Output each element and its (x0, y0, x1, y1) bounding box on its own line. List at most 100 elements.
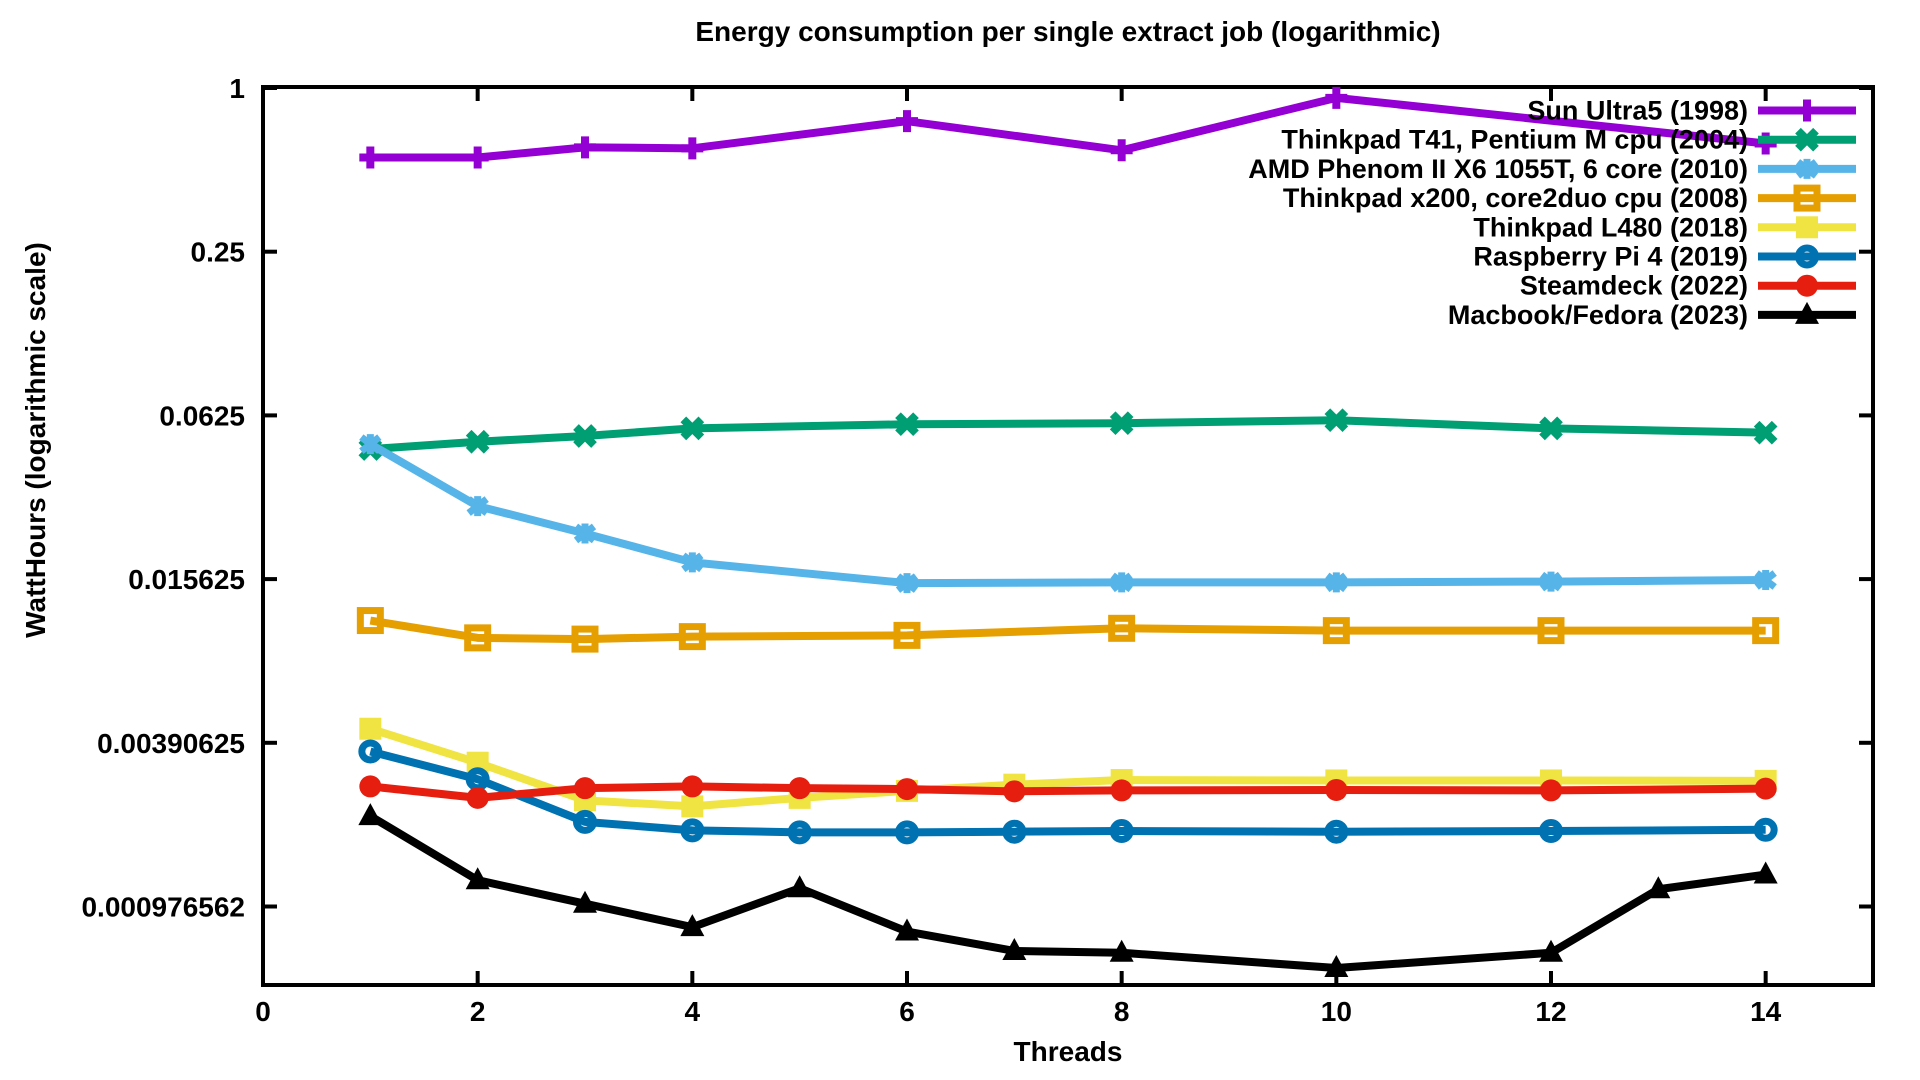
series-6-marker (896, 778, 918, 801)
series-5-marker (680, 818, 705, 843)
series-1-marker (465, 429, 490, 454)
series-5-marker (358, 739, 383, 764)
series-7-marker (465, 867, 490, 890)
series-6-marker (1540, 779, 1562, 802)
series-line-2 (368, 440, 1766, 588)
series-4-marker (466, 751, 489, 774)
series-1-marker (895, 412, 919, 437)
x-tick-label: 6 (899, 996, 915, 1027)
series-2-marker (466, 496, 489, 517)
series-line-3 (369, 616, 1766, 644)
series-5-marker (1753, 817, 1778, 842)
y-tick-label: 0.000976562 (81, 892, 245, 923)
series-3-marker (571, 625, 599, 653)
x-tick-label: 14 (1750, 996, 1782, 1027)
series-legend-1-marker (1795, 127, 1819, 152)
series-2-marker (681, 552, 704, 573)
series-0-marker (1110, 139, 1133, 162)
series-6-marker (1110, 779, 1133, 802)
y-tick-label: 0.00390625 (97, 728, 245, 759)
x-tick-label: 4 (685, 996, 701, 1027)
legend-label-2: AMD Phenom II X6 1055T, 6 core (2010) (1248, 154, 1748, 184)
series-legend-2-marker (1795, 158, 1819, 179)
series-0-marker (896, 110, 918, 133)
series-legend-7-marker (1795, 301, 1819, 324)
series-3-marker (464, 624, 492, 652)
x-axis-label: Threads (1013, 1036, 1123, 1067)
series-2-marker (1539, 571, 1563, 592)
series-3-marker (1537, 617, 1565, 645)
series-2-marker (573, 523, 597, 544)
series-5-marker (1002, 819, 1027, 844)
x-tick-label: 10 (1321, 996, 1352, 1027)
series-legend-5-marker (1795, 244, 1819, 269)
series-5-marker (1109, 819, 1134, 844)
series-5-marker (895, 820, 919, 845)
series-legend-4-marker (1796, 216, 1818, 239)
legend-label-6: Steamdeck (2022) (1520, 271, 1748, 301)
series-3-marker (678, 623, 706, 651)
plot-border (261, 85, 1875, 987)
series-3-marker (356, 607, 384, 635)
series-1-marker (1109, 411, 1134, 436)
series-1-marker (1753, 420, 1778, 445)
x-tick-label: 12 (1535, 996, 1566, 1027)
series-1-marker (1539, 416, 1563, 441)
series-7-marker (1324, 955, 1349, 978)
series-6-marker (1754, 777, 1777, 800)
legend-label-5: Raspberry Pi 4 (2019) (1473, 242, 1748, 272)
x-tick-label: 0 (255, 996, 271, 1027)
series-5-marker (573, 809, 597, 834)
series-7-marker (358, 803, 383, 826)
series-legend-0-marker (1796, 99, 1818, 122)
legend-label-3: Thinkpad x200, core2duo cpu (2008) (1283, 183, 1748, 213)
series-7-marker (1002, 937, 1027, 960)
series-7-marker (573, 890, 597, 913)
series-2-marker (359, 434, 382, 455)
series-7-marker (787, 875, 812, 898)
series-3-marker (1108, 614, 1136, 642)
series-line-5 (369, 747, 1766, 837)
series-1-marker (680, 416, 705, 441)
legend-label-4: Thinkpad L480 (2018) (1473, 212, 1748, 242)
y-tick-label: 0.25 (191, 237, 246, 268)
series-5-marker (787, 820, 812, 845)
series-legend-6-marker (1796, 274, 1818, 297)
x-tick-label: 2 (470, 996, 486, 1027)
series-7-marker (1753, 861, 1778, 884)
y-axis-label: WattHours (logarithmic scale) (20, 242, 51, 638)
series-3-marker (1322, 617, 1350, 645)
series-6-marker (574, 777, 596, 800)
series-7-marker (1539, 939, 1563, 962)
y-tick-label: 1 (229, 73, 245, 104)
series-line-0 (370, 93, 1767, 162)
series-0-marker (681, 137, 704, 160)
legend-label-1: Thinkpad T41, Pentium M cpu (2004) (1281, 125, 1748, 155)
series-line-7 (368, 812, 1767, 973)
series-6-marker (1325, 778, 1348, 801)
series-legend-3-marker (1793, 184, 1821, 212)
series-2-marker (1325, 572, 1348, 593)
series-6-marker (788, 777, 811, 800)
series-6-marker (681, 775, 704, 798)
y-tick-label: 0.015625 (128, 564, 245, 595)
series-2-marker (1110, 572, 1133, 593)
legend-label-0: Sun Ultra5 (1998) (1527, 96, 1748, 126)
series-3-marker (1752, 617, 1780, 645)
y-tick-label: 0.0625 (159, 400, 245, 431)
legend-label-7: Macbook/Fedora (2023) (1448, 300, 1748, 330)
series-0-marker (574, 136, 596, 159)
series-6-marker (1003, 780, 1026, 803)
series-5-marker (1539, 819, 1563, 844)
x-tick-label: 8 (1114, 996, 1130, 1027)
series-0-marker (359, 146, 382, 169)
series-0-marker (1325, 86, 1348, 109)
series-4-marker (359, 717, 382, 740)
series-1-marker (573, 424, 597, 448)
series-0-marker (466, 146, 489, 169)
series-5-marker (1324, 819, 1349, 844)
series-3-marker (893, 621, 921, 649)
series-1-marker (1324, 408, 1349, 433)
series-6-marker (466, 786, 489, 809)
